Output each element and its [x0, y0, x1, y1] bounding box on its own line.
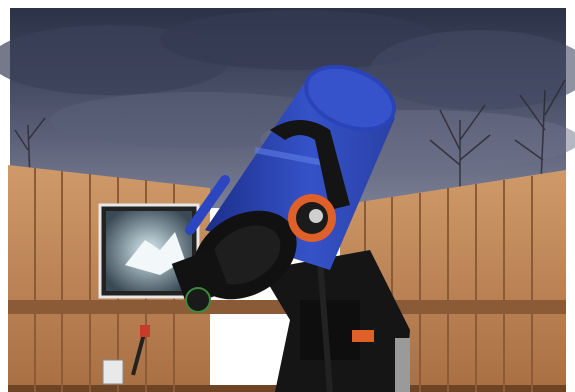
telescope-mount	[260, 250, 410, 392]
power-outlet	[102, 325, 150, 385]
telescope-tube	[171, 64, 396, 313]
